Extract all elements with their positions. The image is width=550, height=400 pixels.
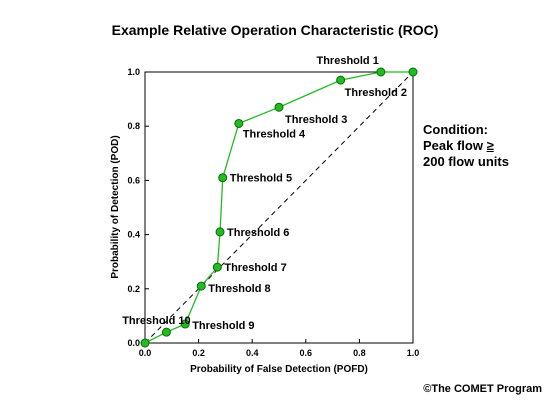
no-skill-diagonal bbox=[144, 71, 414, 344]
roc-point bbox=[234, 118, 244, 128]
threshold-label: Threshold 1 bbox=[316, 55, 378, 67]
roc-point bbox=[215, 227, 225, 237]
roc-point bbox=[161, 327, 171, 337]
chart-title: Example Relative Operation Characteristi… bbox=[111, 22, 439, 38]
condition-ge-symbol: ≥ bbox=[486, 138, 494, 153]
roc-point bbox=[218, 173, 228, 183]
x-tick-label: 0.6 bbox=[300, 348, 313, 358]
condition-threshold: 200 flow units bbox=[423, 154, 509, 169]
condition-peak-flow-text: Peak flow bbox=[423, 138, 487, 153]
roc-point bbox=[376, 67, 386, 77]
x-axis-ticks: 0.0 0.2 0.4 0.6 0.8 1.0 bbox=[139, 339, 420, 358]
condition-note: Condition: Peak flow ≥ 200 flow units bbox=[423, 122, 509, 170]
x-tick-label: 1.0 bbox=[407, 348, 420, 358]
threshold-label: Threshold 10 bbox=[122, 315, 190, 327]
y-tick-label: 0.6 bbox=[127, 175, 140, 185]
roc-point bbox=[196, 281, 206, 291]
threshold-label: Threshold 7 bbox=[224, 262, 286, 274]
copyright-notice: ©The COMET Program bbox=[423, 383, 542, 395]
threshold-label: Threshold 9 bbox=[192, 320, 254, 332]
y-tick-label: 0.4 bbox=[127, 230, 140, 240]
threshold-label: Threshold 8 bbox=[208, 283, 270, 295]
threshold-label: Threshold 6 bbox=[227, 227, 289, 239]
x-tick-label: 0.4 bbox=[246, 348, 259, 358]
threshold-label: Threshold 4 bbox=[243, 128, 306, 140]
x-tick-label: 0.8 bbox=[353, 348, 366, 358]
x-tick-label: 0.0 bbox=[139, 348, 152, 358]
threshold-label: Threshold 5 bbox=[230, 173, 292, 185]
y-axis-label: Probability of Detection (POD) bbox=[110, 135, 121, 278]
y-tick-label: 0.2 bbox=[127, 284, 140, 294]
roc-point bbox=[408, 67, 418, 77]
condition-peak-flow: Peak flow ≥ bbox=[423, 138, 509, 154]
y-tick-label: 1.0 bbox=[127, 67, 140, 77]
x-tick-label: 0.2 bbox=[192, 348, 205, 358]
roc-point bbox=[140, 338, 150, 348]
y-axis-ticks: 0.0 0.2 0.4 0.6 0.8 1.0 bbox=[127, 67, 149, 348]
threshold-labels: Threshold 1 Threshold 2 Threshold 3 Thresho… bbox=[122, 55, 407, 332]
y-tick-label: 0.8 bbox=[127, 121, 140, 131]
roc-point bbox=[274, 102, 284, 112]
roc-point bbox=[180, 319, 190, 329]
plot-frame bbox=[144, 71, 414, 344]
roc-point bbox=[336, 75, 346, 85]
threshold-label: Threshold 2 bbox=[345, 87, 407, 99]
x-axis-label: Probability of False Detection (POFD) bbox=[190, 364, 368, 375]
condition-heading: Condition: bbox=[423, 122, 488, 137]
y-tick-label: 0.0 bbox=[127, 338, 140, 348]
roc-points bbox=[140, 67, 418, 348]
roc-point bbox=[212, 262, 222, 272]
threshold-label: Threshold 3 bbox=[285, 114, 347, 126]
